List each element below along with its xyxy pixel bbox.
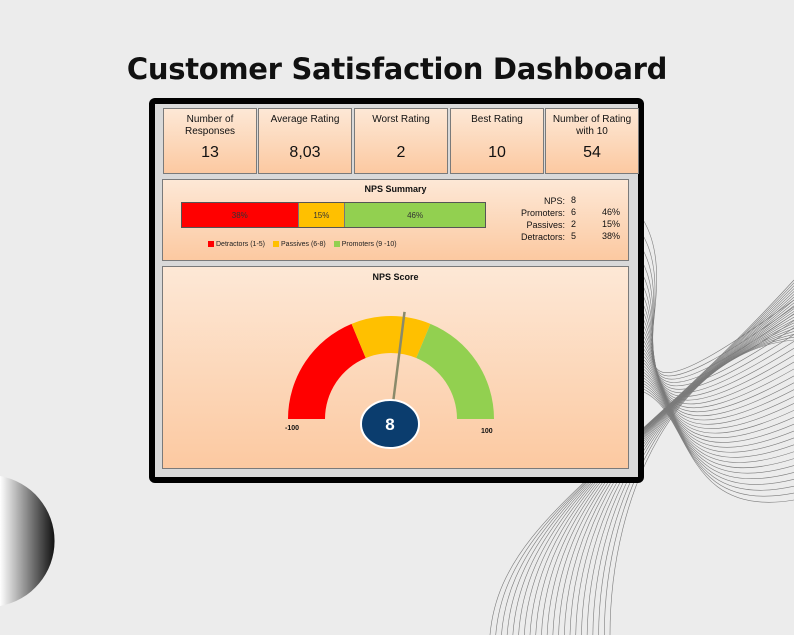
half-circle-decoration <box>0 476 55 606</box>
nps-stacked-bar: 38% 15% 46% <box>181 202 486 228</box>
kpi-label: Average Rating <box>270 114 340 125</box>
detractors-segment: 38% <box>182 203 298 227</box>
kpi-value: 13 <box>201 144 219 161</box>
nps-score-title: NPS Score <box>372 272 419 282</box>
promoters-segment: 46% <box>344 203 485 227</box>
stat-pct: 46% <box>601 207 620 217</box>
kpi-value: 2 <box>396 144 406 161</box>
gauge-zone <box>351 316 431 359</box>
gauge-max-label: 100 <box>481 428 493 435</box>
stats-names: NPS: Promoters: Passives: Detractors: <box>503 195 565 243</box>
legend-label: Passives (6-8) <box>281 241 326 248</box>
stat-count: 8 <box>571 195 577 205</box>
legend-swatch <box>333 241 340 247</box>
gauge-zone <box>288 323 366 419</box>
segment-label: 46% <box>407 210 424 220</box>
kpi-label: Number of Responses <box>184 114 236 137</box>
kpi-label: Best Rating <box>471 114 523 125</box>
stat-name: Promoters: <box>520 208 565 218</box>
kpi-label: Worst Rating <box>372 114 430 125</box>
segment-label: 38% <box>231 210 248 220</box>
kpi-value: 8,03 <box>289 144 321 161</box>
stat-count: 2 <box>571 219 577 229</box>
nps-summary-title: NPS Summary <box>364 184 427 194</box>
kpi-value: 54 <box>583 144 601 161</box>
legend-swatch <box>208 241 214 247</box>
stat-pct: 38% <box>601 231 620 241</box>
stat-count: 6 <box>571 207 577 217</box>
stat-name: Passives: <box>526 220 565 230</box>
kpi-value: 10 <box>488 144 506 161</box>
nps-summary-panel: NPS Summary 38% 15% 46% Detractors (1-5)… <box>162 179 629 261</box>
legend-item-promoters: Promoters (9 -10) <box>333 241 397 248</box>
legend-swatch <box>273 241 280 247</box>
legend-label: Detractors (1-5) <box>216 241 266 248</box>
segment-label: 15% <box>313 210 330 220</box>
kpi-label: Number of Rating with 10 <box>552 114 632 137</box>
nps-legend: Detractors (1-5) Passives (6-8) Promoter… <box>208 241 397 248</box>
stat-pct: 15% <box>601 219 620 229</box>
gauge-min-label: -100 <box>285 425 300 432</box>
kpi-card-responses: Number of Responses 13 <box>163 108 257 174</box>
legend-item-detractors: Detractors (1-5) <box>208 241 265 248</box>
nps-gauge: 8 <box>288 311 494 449</box>
stats-percents: 46% 15% 38% <box>588 194 620 242</box>
nps-score-panel: NPS Score 8 -100 100 <box>162 266 629 469</box>
stat-name: NPS: <box>543 196 565 206</box>
kpi-card-rating-with-10: Number of Rating with 10 54 <box>545 108 639 174</box>
stat-pct <box>588 194 620 206</box>
legend-item-passives: Passives (6-8) <box>273 241 326 248</box>
kpi-card-best-rating: Best Rating 10 <box>450 108 544 174</box>
stats-counts: 8 6 2 5 <box>571 194 576 242</box>
stat-count: 5 <box>571 231 577 241</box>
nps-score-badge <box>360 399 420 449</box>
nps-score-value: 8 <box>385 415 394 434</box>
kpi-card-average-rating: Average Rating 8,03 <box>258 108 352 174</box>
kpi-card-worst-rating: Worst Rating 2 <box>354 108 448 174</box>
page-title: Customer Satisfaction Dashboard <box>126 52 668 86</box>
stat-name: Detractors: <box>520 232 565 242</box>
gauge-zone <box>416 323 494 419</box>
legend-label: Promoters (9 -10) <box>341 241 397 248</box>
passives-segment: 15% <box>297 203 345 227</box>
